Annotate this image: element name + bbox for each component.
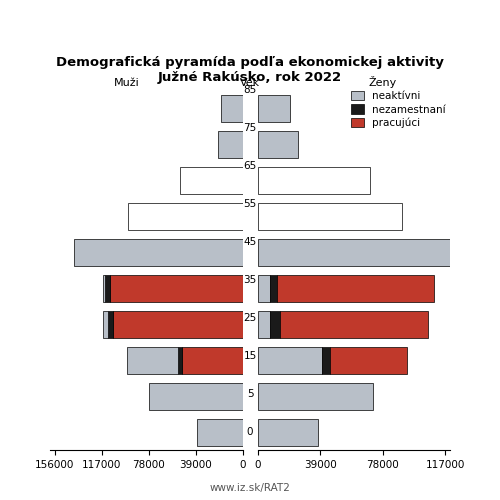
Text: 0: 0: [247, 427, 254, 437]
Legend: neaktívni, nezamestnaní, pracujúci: neaktívni, nezamestnaní, pracujúci: [348, 88, 448, 132]
Bar: [112, 310, 242, 338]
Bar: [103, 310, 108, 338]
Bar: [197, 418, 242, 446]
Bar: [277, 274, 434, 301]
Bar: [74, 238, 242, 266]
Text: Vek: Vek: [240, 78, 260, 88]
Bar: [258, 202, 402, 230]
Text: 35: 35: [244, 275, 256, 285]
Bar: [258, 382, 373, 409]
Text: 15: 15: [244, 351, 256, 361]
Bar: [180, 166, 242, 194]
Bar: [178, 346, 182, 374]
Text: www.iz.sk/RAT2: www.iz.sk/RAT2: [210, 482, 290, 492]
Bar: [103, 274, 106, 301]
Bar: [258, 418, 318, 446]
Bar: [270, 274, 277, 301]
Bar: [221, 94, 242, 122]
Bar: [127, 346, 178, 374]
Bar: [218, 130, 242, 158]
Bar: [182, 346, 242, 374]
Bar: [258, 310, 270, 338]
Bar: [258, 166, 370, 194]
Bar: [106, 274, 110, 301]
Bar: [258, 94, 290, 122]
Text: 75: 75: [244, 123, 256, 133]
Bar: [148, 382, 242, 409]
Bar: [330, 346, 406, 374]
Bar: [108, 310, 112, 338]
Text: Ženy: Ženy: [368, 76, 397, 88]
Text: Muži: Muži: [114, 78, 140, 88]
Bar: [258, 238, 466, 266]
Text: 45: 45: [244, 237, 256, 247]
Text: 85: 85: [244, 85, 256, 95]
Bar: [270, 310, 280, 338]
Bar: [110, 274, 242, 301]
Text: Južné Rakúsko, rok 2022: Južné Rakúsko, rok 2022: [158, 71, 342, 84]
Text: Demografická pyramída podľa ekonomickej aktivity: Demografická pyramída podľa ekonomickej …: [56, 56, 444, 69]
Text: 25: 25: [244, 313, 256, 323]
Bar: [280, 310, 428, 338]
Bar: [322, 346, 330, 374]
Text: 65: 65: [244, 161, 256, 171]
Bar: [258, 130, 298, 158]
Text: 5: 5: [246, 389, 254, 399]
Bar: [258, 346, 322, 374]
Text: 55: 55: [244, 199, 256, 209]
Bar: [258, 274, 270, 301]
Bar: [128, 202, 242, 230]
